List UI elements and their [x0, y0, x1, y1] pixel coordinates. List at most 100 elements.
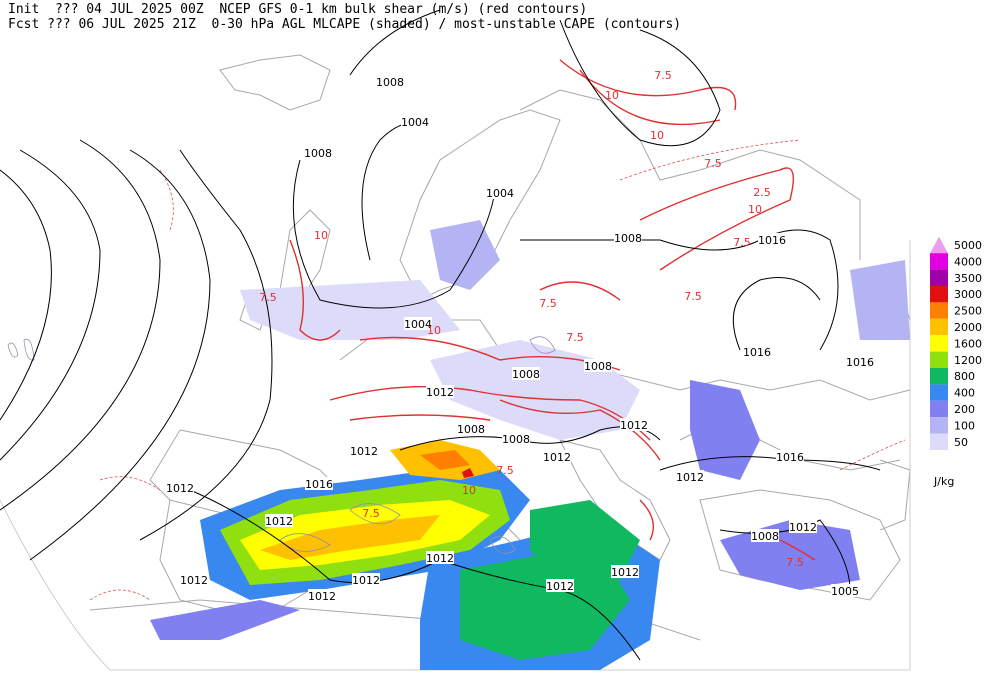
isobar-label-box	[404, 317, 432, 330]
isobar-label-box	[166, 481, 194, 494]
isobar-label-box	[620, 418, 648, 431]
legend-label: 1600	[954, 337, 982, 350]
isobar-label-box	[512, 367, 540, 380]
isobar-label-box	[502, 432, 530, 445]
shear-label: 7.5	[704, 157, 722, 170]
legend-swatch	[930, 433, 948, 450]
legend-swatch	[930, 318, 948, 336]
isobar-label: 1012	[611, 566, 639, 579]
legend-unit: J/kg	[933, 475, 954, 488]
legend-label: 2500	[954, 305, 982, 318]
isobar-label-box	[584, 359, 612, 372]
isobar-label-box	[426, 551, 454, 564]
isobar-label: 1012	[546, 580, 574, 593]
legend-swatch	[930, 302, 948, 319]
labels: 1008 1004 1008 1004 1008 1016 1004 1016 1016 1008…	[166, 69, 874, 603]
shear-label: 7.5	[566, 331, 584, 344]
cape-contours	[7, 336, 556, 554]
isobar-label-box	[751, 529, 779, 542]
isobar-label-box	[676, 470, 704, 483]
isobar-label: 1012	[308, 590, 336, 603]
header-line-1: Init ??? 04 JUL 2025 00Z NCEP GFS 0-1 km…	[8, 2, 587, 17]
isobar-label: 1008	[457, 423, 485, 436]
isobar-label: 1008	[304, 147, 332, 160]
isobar-label-box	[180, 573, 208, 586]
shear-label: 10	[650, 129, 664, 142]
isobar-label-box	[350, 444, 378, 457]
isobar-label-box	[758, 233, 786, 246]
legend-swatch	[930, 286, 948, 303]
legend-label: 800	[954, 370, 975, 383]
shear-label: 7.5	[733, 236, 751, 249]
isobar-label: 1012	[426, 552, 454, 565]
shear-label: 2.5	[753, 186, 771, 199]
shear-label: 10	[462, 484, 476, 497]
isobar-label-box	[376, 75, 404, 88]
legend-label: 2000	[954, 321, 982, 334]
shear-label: 7.5	[786, 556, 804, 569]
legend-label: 5000	[954, 239, 982, 252]
legend-swatch	[930, 417, 948, 434]
isobar-label: 1008	[512, 368, 540, 381]
isobar-label-box	[426, 385, 454, 398]
legend-swatch	[930, 368, 948, 385]
isobar-label-box	[831, 584, 859, 597]
shear-label: 10	[314, 229, 328, 242]
isobar-label: 1012	[180, 574, 208, 587]
isobar-label-box	[743, 345, 771, 358]
shear-label: 7.5	[539, 297, 557, 310]
cape-shading	[150, 220, 910, 670]
isobar-label-box	[265, 514, 293, 527]
isobar-label-box	[543, 450, 571, 463]
shear-label: 7.5	[654, 69, 672, 82]
legend-swatch	[930, 384, 948, 401]
isobar-label-box	[352, 573, 380, 586]
isobar-label: 1012	[265, 515, 293, 528]
isobar-label-box	[546, 579, 574, 592]
legend-label: 4000	[954, 255, 982, 268]
shear-label: 7.5	[684, 290, 702, 303]
isobar-label: 1016	[776, 451, 804, 464]
shear-label: 10	[605, 89, 619, 102]
isobar-label: 1008	[614, 232, 642, 245]
shear-label: 7.5	[496, 464, 514, 477]
isobar-label: 1012	[676, 471, 704, 484]
isobar-label-box	[614, 231, 642, 244]
shear-label: 10	[748, 203, 762, 216]
legend-swatch	[930, 253, 948, 270]
isobar-label-box	[776, 450, 804, 463]
isobar-label: 1008	[502, 433, 530, 446]
legend-swatch	[930, 269, 948, 286]
isobar-label: 1012	[543, 451, 571, 464]
isobar-label: 1016	[305, 478, 333, 491]
legend-swatch	[930, 335, 948, 352]
legend-label: 3500	[954, 272, 982, 285]
isobar-label-box	[308, 589, 336, 602]
shear-label: 10	[427, 324, 441, 337]
legend-swatch	[930, 236, 948, 254]
isobar-label-box	[401, 115, 429, 128]
shear-label: 7.5	[362, 507, 380, 520]
legend-label: 400	[954, 387, 975, 400]
isobar-label: 1005	[831, 585, 859, 598]
isobar-label-box	[789, 520, 817, 533]
isobar-label-box	[486, 186, 514, 199]
isobar-label-box	[846, 355, 874, 368]
isobar-label: 1012	[620, 419, 648, 432]
isobar-label: 1004	[401, 116, 429, 129]
legend-swatch	[930, 351, 948, 368]
isobar-label-box	[305, 477, 333, 490]
isobar-label: 1004	[404, 318, 432, 331]
isobar-label: 1008	[376, 76, 404, 89]
legend-swatch	[930, 400, 948, 418]
isobar-label-box	[304, 146, 332, 159]
isobar-label: 1004	[486, 187, 514, 200]
isobar-label-box	[457, 422, 485, 435]
legend: 5000 4000 3500 3000 2500 2000 1600 1200 800 400 20…	[930, 236, 982, 488]
shear-label: 7.5	[259, 291, 277, 304]
isobar-label: 1016	[743, 346, 771, 359]
isobar-label: 1008	[584, 360, 612, 373]
legend-label: 1200	[954, 354, 982, 367]
legend-label: 100	[954, 419, 975, 432]
